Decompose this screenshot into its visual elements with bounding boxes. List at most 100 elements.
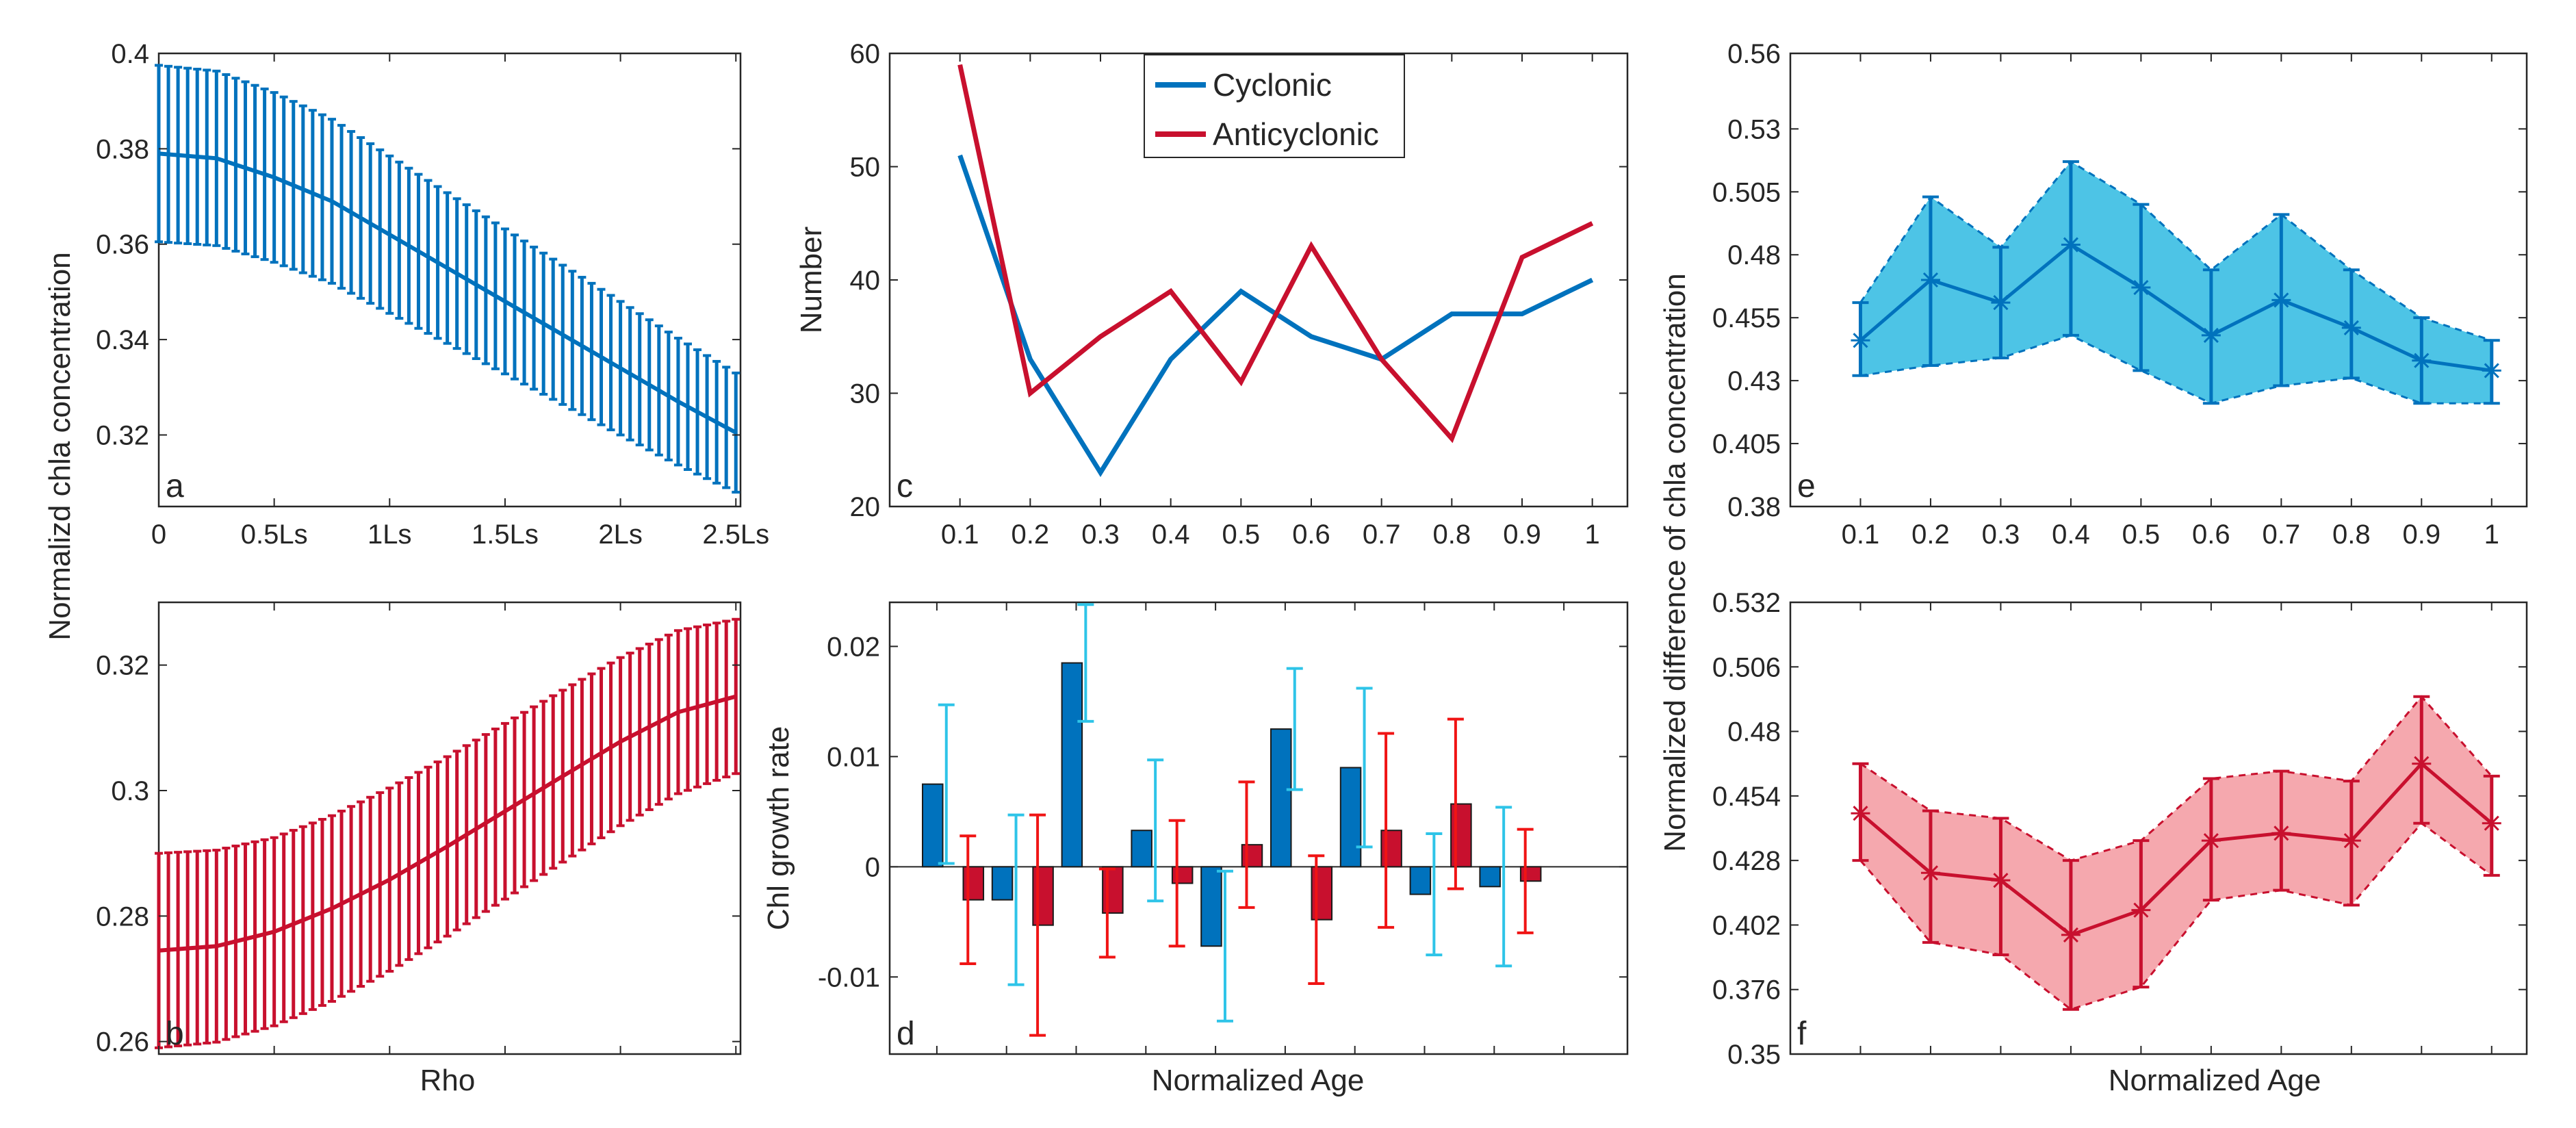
panel-f: 0.35 0.376 0.402 0.428 0.454 0.48 0.506 0.532 f xyxy=(1712,588,2528,1070)
xtick-label-a: 0.5Ls xyxy=(241,520,308,550)
legend-entry-anticyclonic: Anticyclonic xyxy=(1213,116,1379,152)
data-point-marker-f xyxy=(2271,823,2291,843)
asterisk-stroke xyxy=(2414,352,2430,368)
data-point-marker-e xyxy=(2341,318,2361,337)
ytick-label-c: 20 xyxy=(850,492,881,522)
bar-anticyclonic xyxy=(1102,866,1124,914)
bar-anticyclonic xyxy=(1241,844,1263,868)
lower-bound-line-f xyxy=(1859,821,2493,1011)
ytick-label-c: 30 xyxy=(850,379,881,409)
data-point-marker-e xyxy=(2271,290,2291,310)
asterisk-stroke xyxy=(1853,333,1868,348)
ytick-label-d: 0.01 xyxy=(827,742,880,772)
bar-cyclonic xyxy=(1479,866,1501,888)
ytick-label-c: 50 xyxy=(850,153,881,183)
asterisk-stroke xyxy=(1993,873,2009,888)
col3-ylabel: Normalized difference of chla concentrat… xyxy=(1658,273,1692,851)
legend: Cyclonic Anticyclonic xyxy=(1144,54,1405,158)
ytick-label-b: 0.3 xyxy=(111,776,149,806)
data-point-marker-f xyxy=(2341,831,2361,851)
panel-label-f: f xyxy=(1797,1016,1807,1052)
ytick-label-f: 0.506 xyxy=(1712,652,1781,682)
data-point-marker-f xyxy=(2061,925,2081,945)
legend-entry-cyclonic: Cyclonic xyxy=(1213,67,1332,103)
bar-cyclonic xyxy=(922,783,944,868)
asterisk-stroke xyxy=(2203,327,2219,343)
mean-line-e xyxy=(1859,242,2493,372)
ytick-label-a: 0.38 xyxy=(96,134,149,164)
panel-a: 0.32 0.34 0.36 0.38 0.4 0 0.5Ls 1Ls 1.5Ls 2Ls 2.5L… xyxy=(96,39,769,550)
bar-anticyclonic xyxy=(1171,866,1194,884)
asterisk-stroke xyxy=(1993,295,2009,311)
bar-anticyclonic xyxy=(962,866,985,901)
mean-line-f xyxy=(1859,761,2493,937)
xtick-label-c: 0.6 xyxy=(1292,520,1330,550)
bar-anticyclonic xyxy=(1032,866,1054,926)
confidence-band-e xyxy=(1860,162,2492,404)
panel-b: 0.26 0.28 0.3 0.32 b xyxy=(96,601,742,1058)
xtick-label-e: 0.7 xyxy=(2263,520,2301,550)
asterisk-stroke xyxy=(2343,320,2359,335)
asterisk-stroke xyxy=(2484,363,2499,379)
ytick-label-e: 0.505 xyxy=(1712,177,1781,207)
ytick-label-a: 0.4 xyxy=(111,39,149,69)
asterisk-stroke xyxy=(2203,833,2219,849)
xtick-label-e: 0.5 xyxy=(2122,520,2161,550)
bar-cyclonic xyxy=(1131,830,1152,868)
ytick-label-f: 0.454 xyxy=(1712,782,1781,812)
ytick-label-b: 0.26 xyxy=(96,1027,149,1058)
bar-cyclonic xyxy=(1200,866,1222,947)
xtick-label-a: 1Ls xyxy=(368,520,412,550)
ytick-label-d: 0.02 xyxy=(827,632,880,662)
asterisk-stroke xyxy=(2484,815,2499,831)
xtick-label-c: 0.9 xyxy=(1503,520,1541,550)
data-point-marker-f xyxy=(2412,754,2432,773)
panel-label-b: b xyxy=(166,1016,184,1052)
data-point-marker-e xyxy=(2131,278,2151,298)
ytick-label-f: 0.48 xyxy=(1727,717,1781,747)
xtick-label-a: 1.5Ls xyxy=(472,520,539,550)
ytick-label-e: 0.48 xyxy=(1727,240,1781,270)
bar-cyclonic xyxy=(1339,767,1362,868)
bar-anticyclonic xyxy=(1450,803,1472,868)
panel-d: -0.01 0 0.01 0.02 d Chl growth rate xyxy=(762,601,1629,1055)
data-point-marker-f xyxy=(1991,871,2011,890)
col1-ylabel: Normalizd chla concentration xyxy=(43,252,77,640)
xtick-label-e: 0.1 xyxy=(1842,520,1880,550)
asterisk-stroke xyxy=(1922,272,1939,288)
ytick-label-e: 0.56 xyxy=(1727,39,1781,69)
ytick-label-e: 0.455 xyxy=(1712,303,1781,333)
asterisk-stroke xyxy=(2414,756,2430,771)
xtick-label-c: 0.8 xyxy=(1433,520,1471,550)
col3-xlabel: Normalized Age xyxy=(2109,1064,2321,1097)
mean-line-b xyxy=(158,694,737,953)
xtick-label-e: 0.8 xyxy=(2332,520,2371,550)
panel-label-a: a xyxy=(166,468,184,504)
col2-xlabel: Normalized Age xyxy=(1152,1064,1365,1097)
ytick-label-e: 0.405 xyxy=(1712,429,1781,459)
panel-label-e: e xyxy=(1797,468,1816,504)
ytick-label-f: 0.376 xyxy=(1712,975,1781,1005)
data-point-marker-e xyxy=(1851,331,1870,350)
ytick-label-f: 0.532 xyxy=(1712,588,1781,618)
panel-c: 20 30 40 50 60 0.1 0.2 0.3 0.4 0.5 0.6 0.7 0.8 0.9 1 c N… xyxy=(795,39,1629,550)
confidence-band-f xyxy=(1860,696,2492,1010)
ytick-label-b: 0.28 xyxy=(96,901,149,932)
xtick-label-a: 0 xyxy=(151,520,166,550)
xtick-label-e: 0.3 xyxy=(1982,520,2020,550)
xtick-label-c: 1 xyxy=(1585,520,1600,550)
bar-cyclonic xyxy=(991,866,1014,901)
series-line-anticyclonic xyxy=(957,64,1594,444)
xtick-label-c: 0.1 xyxy=(941,520,979,550)
asterisk-stroke xyxy=(2133,279,2149,296)
asterisk-stroke xyxy=(2063,237,2078,253)
panel-label-c: c xyxy=(897,468,913,504)
ytick-label-e: 0.53 xyxy=(1727,114,1781,144)
xtick-label-e: 0.6 xyxy=(2192,520,2230,550)
bar-cyclonic xyxy=(1409,866,1432,895)
xtick-label-c: 0.5 xyxy=(1222,520,1261,550)
ytick-label-a: 0.32 xyxy=(96,420,149,450)
col1-xlabel: Rho xyxy=(420,1064,476,1097)
xtick-label-a: 2.5Ls xyxy=(702,520,769,550)
data-point-marker-f xyxy=(2482,813,2501,833)
